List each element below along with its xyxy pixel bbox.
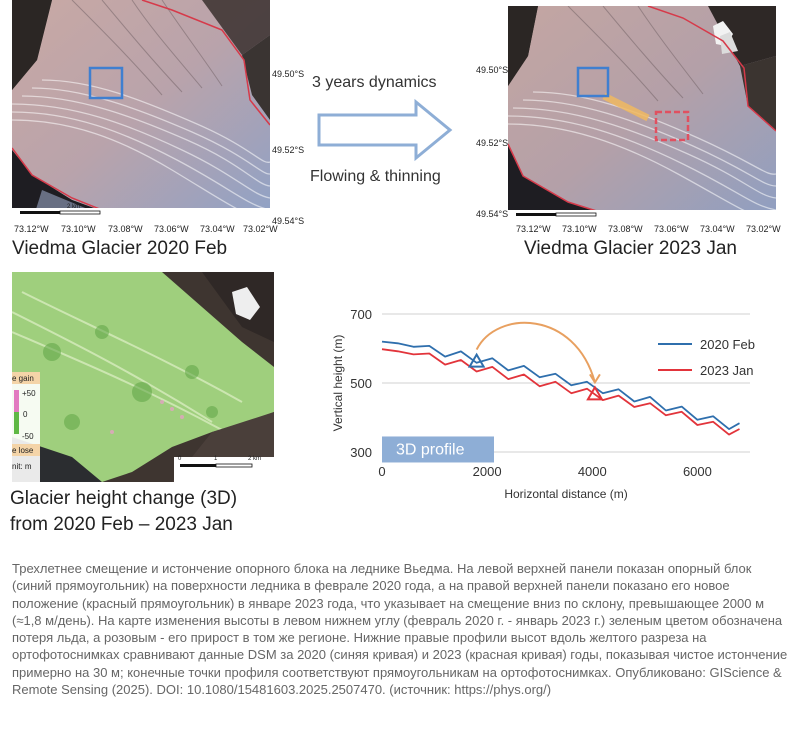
lon-label: 73.02°W bbox=[243, 224, 278, 234]
panel-title-2020: Viedma Glacier 2020 Feb bbox=[12, 238, 228, 259]
y-tick-label: 700 bbox=[350, 307, 372, 322]
scale-tick: 2 km bbox=[248, 456, 262, 462]
y-axis-label: Vertical height (m) bbox=[331, 335, 345, 432]
glacier-image-2023 bbox=[508, 6, 776, 224]
x-axis-label: Horizontal distance (m) bbox=[504, 487, 627, 501]
lon-label: 73.02°W bbox=[746, 224, 781, 234]
legend-tick: 0 bbox=[23, 410, 28, 419]
arrow-bottom-text: Flowing & thinning bbox=[310, 168, 441, 185]
legend-label: 2023 Jan bbox=[700, 363, 754, 378]
lon-label: 73.12°W bbox=[14, 224, 49, 234]
lon-label: 73.04°W bbox=[700, 224, 735, 234]
lat-label: 49.54°S bbox=[476, 209, 509, 219]
height-change-render bbox=[12, 272, 274, 482]
scale-label-2020: 2 km bbox=[67, 204, 81, 210]
series-line-2020-feb bbox=[381, 340, 740, 430]
series-line-2023-jan bbox=[381, 348, 740, 436]
legend-unit-label: nit: m bbox=[12, 462, 32, 471]
displacement-arrow bbox=[475, 321, 596, 383]
y-tick-label: 500 bbox=[350, 376, 372, 391]
right-arrow-icon bbox=[317, 98, 453, 162]
profile-badge-label: 3D profile bbox=[396, 441, 465, 458]
lat-label: 49.50°S bbox=[272, 69, 305, 79]
glacier-2023-render bbox=[508, 6, 776, 224]
arrow-top-text: 3 years dynamics bbox=[312, 74, 437, 91]
lat-label: 49.54°S bbox=[272, 216, 305, 226]
glacier-image-2020: 2 km bbox=[12, 0, 270, 222]
lat-label: 49.50°S bbox=[476, 65, 509, 75]
profile-marker-triangle bbox=[467, 352, 486, 368]
height-change-map: e gain +50 0 -50 e lose nit: m 0 1 2 km bbox=[12, 272, 274, 482]
lat-label: 49.52°S bbox=[476, 138, 509, 148]
profile-badge bbox=[382, 436, 494, 463]
height-change-title-line1: Glacier height change (3D) bbox=[10, 488, 238, 509]
legend-label: 2020 Feb bbox=[700, 337, 755, 352]
glacier-2020-render bbox=[12, 0, 270, 222]
legend-lose-label: e lose bbox=[12, 446, 34, 455]
x-tick-label: 6000 bbox=[683, 464, 712, 479]
y-tick-label: 300 bbox=[350, 445, 372, 460]
profile-chart: 300 500 700 0 2000 4000 6000 Horizontal distanc… bbox=[331, 307, 755, 501]
scale-tick: 0 bbox=[178, 456, 182, 462]
lon-label: 73.04°W bbox=[200, 224, 235, 234]
legend-gain-label: e gain bbox=[12, 374, 34, 383]
lat-label: 49.52°S bbox=[272, 145, 305, 155]
panel-title-2023: Viedma Glacier 2023 Jan bbox=[524, 238, 737, 259]
x-tick-label: 2000 bbox=[473, 464, 502, 479]
scale-tick: 1 bbox=[214, 456, 218, 462]
lon-label: 73.08°W bbox=[608, 224, 643, 234]
lon-label: 73.12°W bbox=[516, 224, 551, 234]
x-tick-label: 0 bbox=[378, 464, 385, 479]
legend-tick: +50 bbox=[22, 389, 36, 398]
legend-tick: -50 bbox=[22, 432, 34, 441]
lon-label: 73.06°W bbox=[154, 224, 189, 234]
lon-label: 73.10°W bbox=[562, 224, 597, 234]
displacement-arrow-head bbox=[589, 373, 601, 385]
height-change-title-line2: from 2020 Feb – 2023 Jan bbox=[10, 514, 233, 535]
profile-marker-triangle bbox=[586, 385, 604, 401]
x-tick-label: 4000 bbox=[578, 464, 607, 479]
figure-caption: Трехлетнее смещение и истончение опорног… bbox=[12, 561, 788, 698]
lon-label: 73.06°W bbox=[654, 224, 689, 234]
lon-label: 73.10°W bbox=[61, 224, 96, 234]
lon-label: 73.08°W bbox=[108, 224, 143, 234]
